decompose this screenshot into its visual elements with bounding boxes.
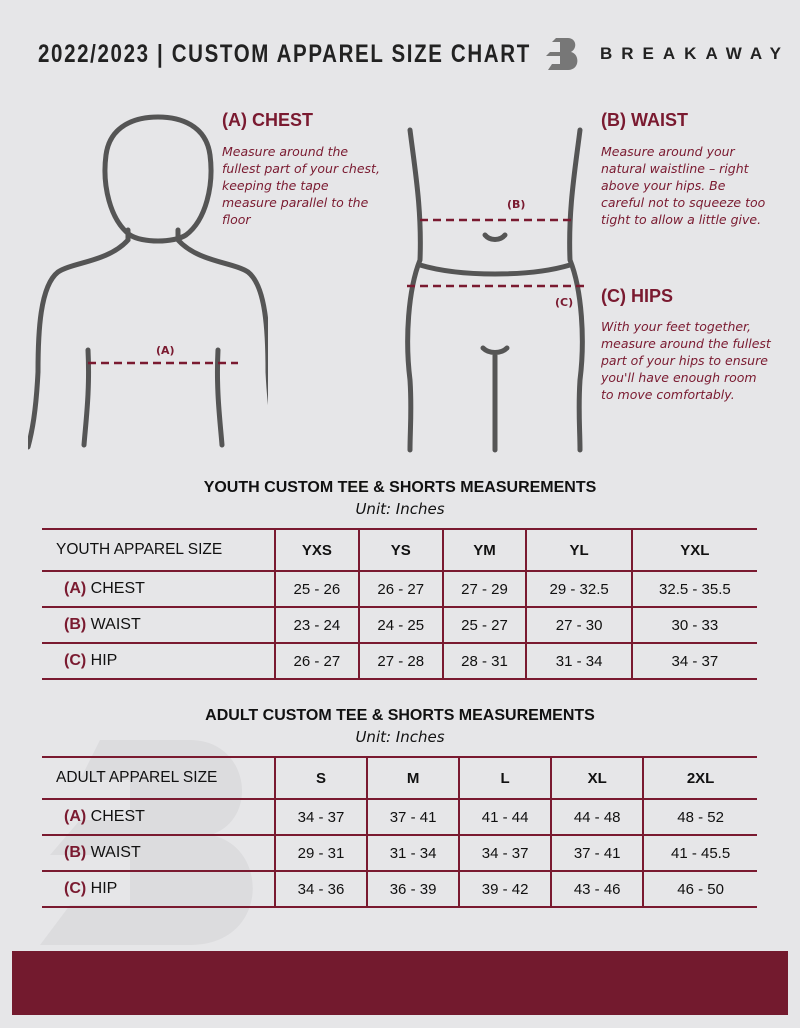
- measurement-value: 25 - 27: [441, 606, 527, 644]
- hips-marker: (C): [555, 296, 574, 309]
- chest-marker: (A): [156, 344, 175, 357]
- measurement-value: 27 - 30: [525, 606, 632, 644]
- size-column-header: YL: [525, 528, 632, 572]
- measurement-name: HIP: [90, 880, 118, 897]
- measurement-value: 24 - 25: [357, 606, 443, 644]
- hips-description: With your feet together, measure around …: [601, 319, 771, 402]
- page-title: 2022/2023 | CUSTOM APPAREL SIZE CHART: [38, 40, 531, 68]
- measurement-value: 44 - 48: [550, 798, 644, 836]
- measurement-value: 48 - 52: [642, 798, 757, 836]
- measurement-letter: (B): [64, 844, 87, 861]
- measurement-name: WAIST: [90, 616, 141, 633]
- measurement-value: 26 - 27: [274, 642, 359, 680]
- measurement-value: 25 - 26: [274, 570, 359, 608]
- measurement-letter: (A): [64, 808, 87, 825]
- table-row: (C) HIP 26 - 27 27 - 28 28 - 31 31 - 34 34 - …: [42, 642, 757, 680]
- size-column-header: YXS: [274, 528, 359, 572]
- table-header-row: ADULT APPAREL SIZE S M L XL 2XL: [42, 756, 757, 800]
- chest-heading: (A) CHEST: [222, 110, 313, 130]
- measurement-letter: (C): [64, 652, 87, 669]
- measurement-letter: (A): [64, 580, 87, 597]
- measurement-value: 41 - 45.5: [642, 834, 757, 872]
- measurement-value: 32.5 - 35.5: [630, 570, 757, 608]
- waist-hips-figure-illustration: [405, 127, 585, 453]
- measurement-label: (C) HIP: [42, 870, 275, 908]
- waist-description: Measure around your natural waistline – …: [601, 144, 766, 227]
- chest-figure-illustration: [28, 114, 268, 450]
- table-row: (B) WAIST 23 - 24 24 - 25 25 - 27 27 - 30 30 …: [42, 606, 757, 644]
- size-column-header: YS: [357, 528, 443, 572]
- measurement-value: 41 - 44: [458, 798, 552, 836]
- measurement-value: 39 - 42: [458, 870, 552, 908]
- hips-heading: (C) HIPS: [601, 286, 673, 306]
- measurement-value: 26 - 27: [357, 570, 443, 608]
- size-column-header: S: [273, 756, 368, 800]
- measurement-value: 34 - 37: [273, 798, 368, 836]
- measurement-label: (B) WAIST: [42, 606, 275, 644]
- adult-unit: Unit: Inches: [355, 728, 445, 746]
- brand-name: BREAKAWAY: [600, 44, 790, 63]
- youth-table-title: YOUTH CUSTOM TEE & SHORTS MEASUREMENTS: [203, 479, 597, 496]
- size-header: YOUTH APPAREL SIZE: [42, 528, 275, 572]
- table-header-row: YOUTH APPAREL SIZE YXS YS YM YL YXL: [42, 528, 757, 572]
- adult-table-title: ADULT CUSTOM TEE & SHORTS MEASUREMENTS: [205, 707, 595, 724]
- chest-description: Measure around the fullest part of your …: [222, 144, 380, 227]
- size-column-header: XL: [550, 756, 644, 800]
- table-row: (A) CHEST 34 - 37 37 - 41 41 - 44 44 - 48 48 …: [42, 798, 757, 836]
- adult-size-table: ADULT APPAREL SIZE S M L XL 2XL (A) CHEST 34 - …: [42, 756, 757, 908]
- waist-heading: (B) WAIST: [601, 110, 688, 130]
- youth-unit: Unit: Inches: [355, 500, 445, 518]
- measurement-value: 34 - 37: [630, 642, 757, 680]
- measurement-value: 30 - 33: [630, 606, 757, 644]
- measurement-value: 23 - 24: [274, 606, 359, 644]
- size-column-header: L: [458, 756, 552, 800]
- measurement-value: 29 - 32.5: [525, 570, 632, 608]
- measurement-name: CHEST: [90, 808, 145, 825]
- measurement-value: 34 - 37: [458, 834, 552, 872]
- breakaway-logo-icon: [546, 38, 578, 70]
- size-column-header: YXL: [630, 528, 757, 572]
- size-header: ADULT APPAREL SIZE: [42, 756, 275, 800]
- size-column-header: M: [366, 756, 460, 800]
- youth-size-table: YOUTH APPAREL SIZE YXS YS YM YL YXL (A) CHEST 2…: [42, 528, 757, 680]
- measurement-label: (B) WAIST: [42, 834, 275, 872]
- measurement-name: HIP: [90, 652, 118, 669]
- measurement-value: 37 - 41: [366, 798, 460, 836]
- measurement-letter: (B): [64, 616, 87, 633]
- measurement-value: 27 - 28: [357, 642, 443, 680]
- size-column-header: 2XL: [642, 756, 757, 800]
- measurement-label: (A) CHEST: [42, 798, 275, 836]
- measurement-name: WAIST: [90, 844, 141, 861]
- waist-marker: (B): [507, 198, 526, 211]
- measurement-value: 28 - 31: [441, 642, 527, 680]
- measurement-value: 37 - 41: [550, 834, 644, 872]
- measurement-value: 31 - 34: [525, 642, 632, 680]
- measurement-label: (A) CHEST: [42, 570, 275, 608]
- measurement-value: 27 - 29: [441, 570, 527, 608]
- table-row: (C) HIP 34 - 36 36 - 39 39 - 42 43 - 46 46 - …: [42, 870, 757, 908]
- measurement-value: 46 - 50: [642, 870, 757, 908]
- measurement-name: CHEST: [90, 580, 145, 597]
- footer-bar: [12, 951, 788, 1015]
- size-column-header: YM: [441, 528, 527, 572]
- measurement-letter: (C): [64, 880, 87, 897]
- table-row: (A) CHEST 25 - 26 26 - 27 27 - 29 29 - 32.5 3…: [42, 570, 757, 608]
- measurement-value: 43 - 46: [550, 870, 644, 908]
- table-row: (B) WAIST 29 - 31 31 - 34 34 - 37 37 - 41 41 …: [42, 834, 757, 872]
- measurement-label: (C) HIP: [42, 642, 275, 680]
- measurement-value: 34 - 36: [273, 870, 368, 908]
- measurement-value: 36 - 39: [366, 870, 460, 908]
- measurement-value: 29 - 31: [273, 834, 368, 872]
- measurement-value: 31 - 34: [366, 834, 460, 872]
